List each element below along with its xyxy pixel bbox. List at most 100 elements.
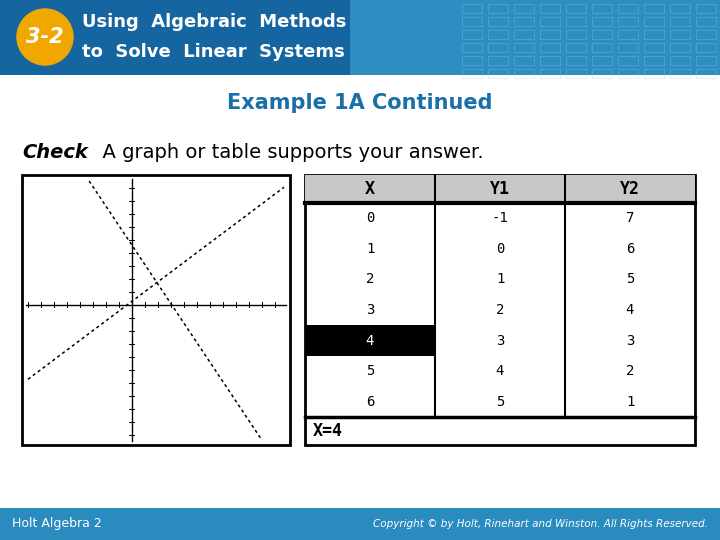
Bar (540, 30, 560, 39)
Bar (488, 30, 508, 39)
Bar (592, 43, 612, 52)
Bar (696, 4, 716, 13)
Text: 1: 1 (496, 272, 504, 286)
Bar (566, 43, 586, 52)
Bar (462, 30, 482, 39)
Bar (670, 30, 690, 39)
Text: 0: 0 (366, 211, 374, 225)
Text: 3: 3 (366, 303, 374, 317)
Bar (566, 69, 586, 78)
Bar (670, 4, 690, 13)
Bar (618, 43, 638, 52)
Text: 6: 6 (626, 242, 634, 256)
Text: -1: -1 (492, 211, 508, 225)
Text: Using  Algebraic  Methods: Using Algebraic Methods (82, 13, 346, 31)
Bar (644, 4, 664, 13)
Text: Copyright © by Holt, Rinehart and Winston. All Rights Reserved.: Copyright © by Holt, Rinehart and Winsto… (373, 519, 708, 529)
Text: Example 1A Continued: Example 1A Continued (228, 93, 492, 113)
Text: 3: 3 (496, 334, 504, 348)
Text: 4: 4 (496, 364, 504, 378)
Text: 5: 5 (496, 395, 504, 409)
Text: Y2: Y2 (620, 180, 640, 198)
Text: X: X (365, 180, 375, 198)
Text: X=4: X=4 (313, 422, 343, 440)
Text: 4: 4 (366, 334, 374, 348)
Bar (514, 43, 534, 52)
Bar (592, 17, 612, 26)
Text: Holt Algebra 2: Holt Algebra 2 (12, 517, 102, 530)
Bar (592, 69, 612, 78)
Bar (592, 56, 612, 65)
Bar (0, 508, 720, 540)
Bar (540, 43, 560, 52)
Bar (644, 17, 664, 26)
Text: 7: 7 (626, 211, 634, 225)
Text: 6: 6 (366, 395, 374, 409)
Bar (540, 17, 560, 26)
Bar (350, 0, 720, 75)
Text: Y1: Y1 (490, 180, 510, 198)
Bar (514, 4, 534, 13)
Bar (696, 30, 716, 39)
Bar (618, 56, 638, 65)
Bar (618, 30, 638, 39)
Bar (488, 69, 508, 78)
Bar (618, 69, 638, 78)
Bar (592, 30, 612, 39)
Bar (540, 56, 560, 65)
Text: 0: 0 (496, 242, 504, 256)
Bar (462, 56, 482, 65)
Bar (644, 30, 664, 39)
Bar (22, 175, 290, 445)
Bar (670, 69, 690, 78)
Bar (696, 43, 716, 52)
Bar (670, 56, 690, 65)
Text: 2: 2 (496, 303, 504, 317)
Text: 2: 2 (366, 272, 374, 286)
Bar (514, 30, 534, 39)
Text: Check: Check (22, 143, 88, 161)
Bar (592, 4, 612, 13)
Bar (488, 43, 508, 52)
Text: to  Solve  Linear  Systems: to Solve Linear Systems (82, 43, 345, 61)
Bar (696, 69, 716, 78)
Bar (0, 0, 720, 75)
Bar (644, 43, 664, 52)
Bar (696, 56, 716, 65)
Bar (566, 17, 586, 26)
Bar (488, 4, 508, 13)
Text: 1: 1 (626, 395, 634, 409)
Bar (514, 17, 534, 26)
Bar (305, 325, 435, 356)
Bar (618, 4, 638, 13)
Bar (305, 175, 695, 203)
Text: 1: 1 (366, 242, 374, 256)
Bar (488, 17, 508, 26)
Bar (566, 30, 586, 39)
Bar (618, 17, 638, 26)
Text: 3: 3 (626, 334, 634, 348)
Text: 4: 4 (626, 303, 634, 317)
Bar (514, 56, 534, 65)
Bar (670, 17, 690, 26)
Text: 5: 5 (626, 272, 634, 286)
Bar (644, 56, 664, 65)
Bar (540, 69, 560, 78)
Bar (462, 17, 482, 26)
Bar (462, 69, 482, 78)
Circle shape (17, 9, 73, 65)
Text: 5: 5 (366, 364, 374, 378)
Text: 2: 2 (626, 364, 634, 378)
Bar (462, 4, 482, 13)
Text: A graph or table supports your answer.: A graph or table supports your answer. (90, 143, 484, 161)
Bar (514, 69, 534, 78)
Bar (488, 56, 508, 65)
Bar (566, 4, 586, 13)
Bar (540, 4, 560, 13)
Bar (305, 175, 695, 445)
Bar (670, 43, 690, 52)
Bar (696, 17, 716, 26)
Bar (566, 56, 586, 65)
Bar (462, 43, 482, 52)
Bar (644, 69, 664, 78)
